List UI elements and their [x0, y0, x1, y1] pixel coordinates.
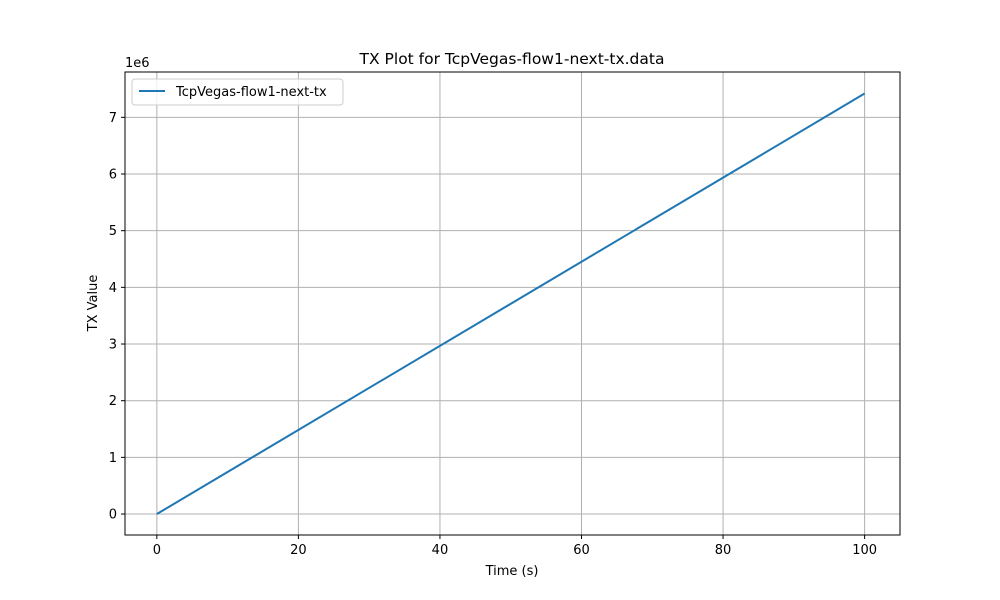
- x-axis-ticks: 0 20 40 60 80 100: [153, 535, 877, 558]
- grid: [125, 72, 900, 535]
- series-layer: [156, 92, 866, 515]
- plot-frame: [124, 71, 901, 536]
- y-tick-label: 6: [109, 168, 117, 183]
- x-tick-label: 60: [573, 543, 590, 558]
- legend-label: TcpVegas-flow1-next-tx: [175, 85, 327, 100]
- series-line: [156, 92, 866, 515]
- x-tick-label: 80: [715, 543, 732, 558]
- y-tick-label: 1: [109, 451, 117, 466]
- x-tick-label: 40: [432, 543, 449, 558]
- x-tick-label: 100: [852, 543, 877, 558]
- y-axis-ticks: 0 1 2 3 4 5 6 7: [109, 111, 125, 523]
- y-tick-label: 5: [109, 224, 117, 239]
- y-tick-label: 7: [109, 111, 117, 126]
- y-axis-title: TX Value: [86, 275, 101, 333]
- y-axis-offset-label: 1e6: [125, 56, 150, 71]
- y-tick-label: 0: [109, 508, 117, 523]
- chart-title: TX Plot for TcpVegas-flow1-next-tx.data: [359, 50, 665, 68]
- x-axis-title: Time (s): [485, 564, 539, 579]
- y-tick-label: 3: [109, 338, 117, 353]
- legend-box: [131, 78, 344, 106]
- y-tick-label: 4: [109, 281, 117, 296]
- legend: TcpVegas-flow1-next-tx: [131, 78, 344, 106]
- y-tick-label: 2: [109, 394, 117, 409]
- x-tick-label: 0: [153, 543, 161, 558]
- x-tick-label: 20: [290, 543, 307, 558]
